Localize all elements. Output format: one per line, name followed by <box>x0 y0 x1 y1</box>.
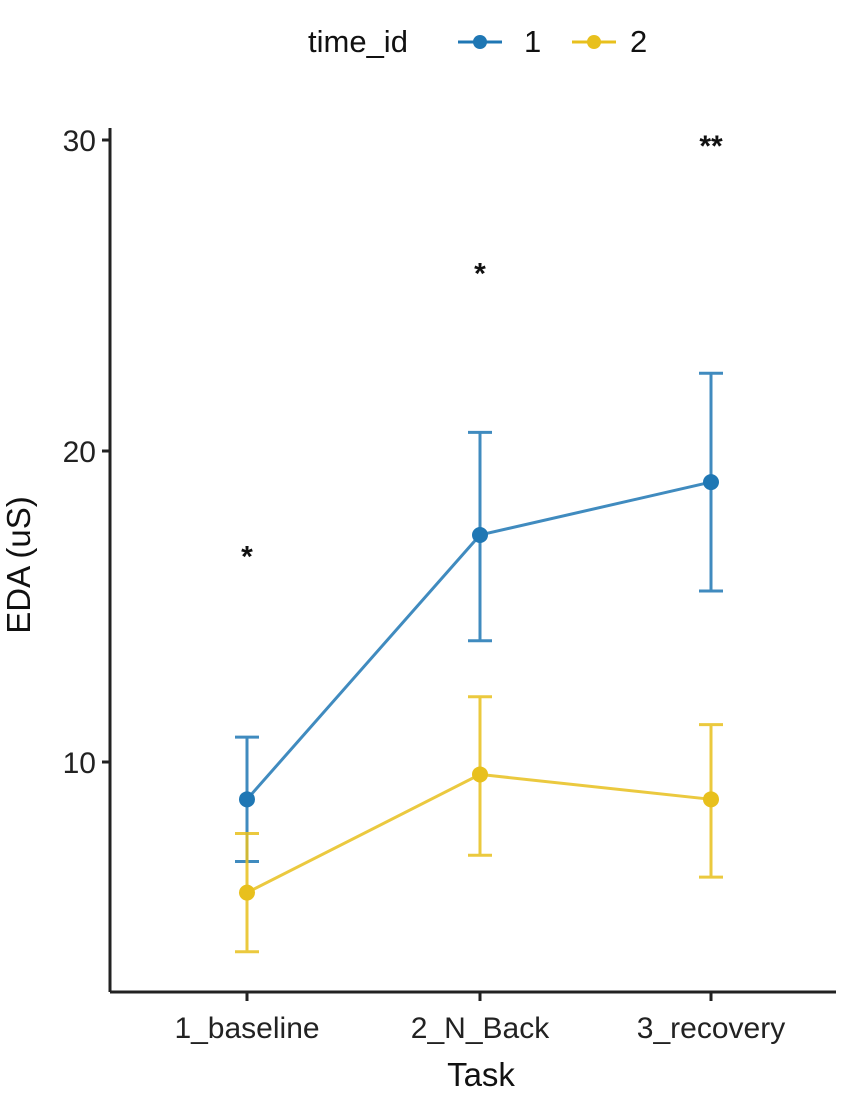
x-tick-label: 1_baseline <box>174 1012 319 1045</box>
x-tick-label: 3_recovery <box>637 1012 785 1045</box>
legend-label-series-2: 2 <box>630 24 647 59</box>
y-axis-title: EDA (uS) <box>0 496 37 634</box>
y-tick-label: 10 <box>63 747 96 780</box>
significance-annotation: * <box>474 258 486 291</box>
y-tick-label: 30 <box>63 125 96 158</box>
legend: time_id 1 2 <box>308 24 647 59</box>
legend-key-point-series-1 <box>473 35 487 49</box>
x-tick-label: 2_N_Back <box>411 1012 550 1045</box>
legend-key-point-series-2 <box>587 35 601 49</box>
data-point <box>703 474 719 491</box>
data-point <box>239 884 255 901</box>
significance-annotation: ** <box>699 130 723 163</box>
data-point <box>703 791 719 808</box>
series-2 <box>235 695 723 954</box>
significance-annotation: * <box>241 541 253 574</box>
axes: 10 20 30 1_baseline 2_N_Back 3_recovery <box>63 125 836 1045</box>
plot-marks: **** <box>235 130 723 954</box>
legend-label-series-1: 1 <box>524 24 541 59</box>
y-tick-label: 20 <box>63 436 96 469</box>
data-point <box>472 766 488 783</box>
x-axis-title: Task <box>447 1056 515 1093</box>
legend-title: time_id <box>308 24 408 59</box>
data-point <box>472 526 488 543</box>
data-point <box>239 791 255 808</box>
